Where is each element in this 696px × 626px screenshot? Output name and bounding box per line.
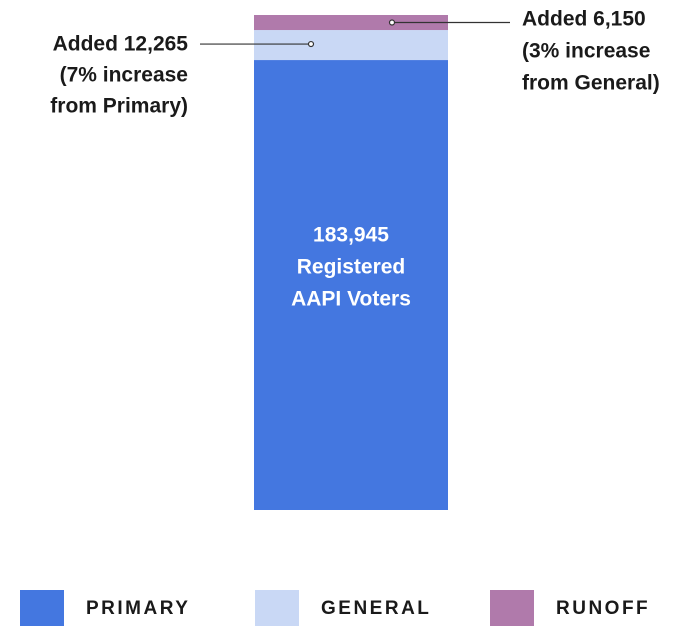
leader-dot <box>307 40 315 48</box>
annotation: from General) <box>522 72 660 95</box>
annotation: AAPI Voters <box>291 288 411 311</box>
legend-swatch <box>255 590 299 626</box>
legend-label: PRIMARY <box>86 598 190 619</box>
bar-segment <box>254 15 448 31</box>
legend-swatch <box>490 590 534 626</box>
leader-dot <box>388 19 396 26</box>
annotation: Registered <box>297 256 406 279</box>
bar-segment <box>254 60 448 510</box>
data-label: Added 6,150 <box>522 8 646 31</box>
annotation: (3% increase <box>522 40 650 63</box>
data-label: Added 12,265 <box>53 33 189 56</box>
annotation: (7% increase <box>60 64 188 87</box>
legend-swatch <box>20 590 64 626</box>
data-label: 183,945 <box>313 224 389 247</box>
legend-label: GENERAL <box>321 598 431 619</box>
bar-segment <box>254 30 448 61</box>
annotation: from Primary) <box>50 95 188 118</box>
legend-label: RUNOFF <box>556 598 650 619</box>
